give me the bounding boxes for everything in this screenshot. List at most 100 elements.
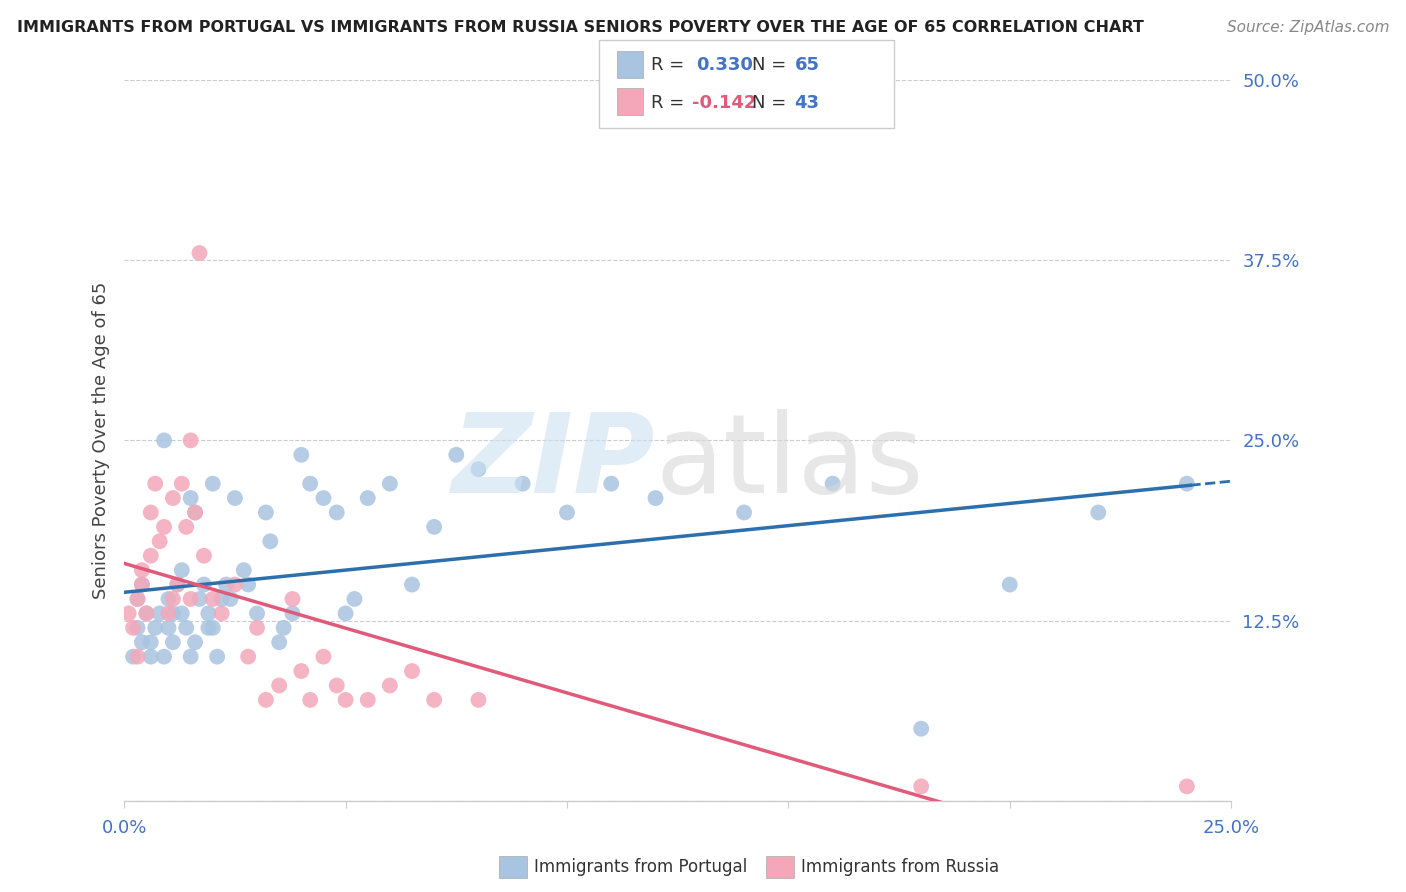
Point	[184, 506, 207, 520]
Point	[254, 693, 277, 707]
Point	[423, 520, 446, 534]
Point	[733, 506, 755, 520]
Point	[201, 476, 224, 491]
Point	[139, 635, 162, 649]
Text: ZIP: ZIP	[453, 409, 655, 516]
Point	[131, 635, 153, 649]
Point	[423, 693, 446, 707]
Point	[184, 635, 207, 649]
Point	[162, 491, 184, 505]
Point	[273, 621, 295, 635]
Point	[215, 577, 238, 591]
Point	[259, 534, 281, 549]
Point	[180, 491, 202, 505]
Point	[357, 491, 380, 505]
Point	[357, 693, 380, 707]
Point	[269, 635, 291, 649]
Text: N =: N =	[752, 94, 792, 112]
Text: R =: R =	[651, 94, 690, 112]
Point	[401, 664, 423, 678]
Point	[232, 563, 254, 577]
Point	[193, 549, 215, 563]
Point	[312, 649, 335, 664]
Text: 0.330: 0.330	[696, 56, 752, 74]
Point	[299, 476, 322, 491]
Point	[600, 476, 623, 491]
Point	[1175, 780, 1198, 794]
Point	[162, 635, 184, 649]
Text: 43: 43	[794, 94, 820, 112]
Point	[143, 621, 166, 635]
Point	[197, 607, 219, 621]
Point	[378, 678, 401, 692]
Text: 65: 65	[794, 56, 820, 74]
Point	[201, 621, 224, 635]
Point	[162, 607, 184, 621]
Point	[326, 506, 349, 520]
Point	[254, 506, 277, 520]
Point	[131, 577, 153, 591]
Point	[224, 491, 246, 505]
Point	[193, 577, 215, 591]
Point	[1175, 476, 1198, 491]
Point	[281, 607, 304, 621]
Point	[170, 476, 193, 491]
Point	[335, 607, 357, 621]
Point	[238, 649, 260, 664]
Text: -0.142: -0.142	[692, 94, 756, 112]
Point	[644, 491, 666, 505]
Text: Immigrants from Portugal: Immigrants from Portugal	[534, 858, 748, 876]
Text: atlas: atlas	[655, 409, 924, 516]
Point	[149, 534, 172, 549]
Point	[1087, 506, 1109, 520]
Point	[157, 607, 180, 621]
Point	[127, 649, 149, 664]
Point	[378, 476, 401, 491]
Point	[174, 520, 197, 534]
Point	[166, 577, 188, 591]
Point	[401, 577, 423, 591]
Point	[143, 476, 166, 491]
Point	[131, 577, 153, 591]
Point	[188, 591, 211, 606]
Point	[153, 649, 176, 664]
Point	[135, 607, 157, 621]
Point	[467, 693, 489, 707]
Point	[153, 520, 176, 534]
Point	[170, 607, 193, 621]
Point	[139, 549, 162, 563]
Point	[117, 607, 139, 621]
Point	[910, 722, 932, 736]
Point	[326, 678, 349, 692]
Point	[246, 607, 269, 621]
Text: Source: ZipAtlas.com: Source: ZipAtlas.com	[1226, 20, 1389, 35]
Point	[122, 649, 145, 664]
Point	[127, 591, 149, 606]
Point	[219, 591, 242, 606]
Point	[290, 448, 312, 462]
Point	[139, 506, 162, 520]
Point	[555, 506, 578, 520]
Point	[188, 246, 211, 260]
Point	[312, 491, 335, 505]
Point	[238, 577, 260, 591]
Point	[467, 462, 489, 476]
Point	[149, 607, 172, 621]
Point	[180, 649, 202, 664]
Point	[166, 577, 188, 591]
Point	[269, 678, 291, 692]
Point	[180, 591, 202, 606]
Text: R =: R =	[651, 56, 690, 74]
Point	[512, 476, 534, 491]
Point	[211, 607, 233, 621]
Point	[335, 693, 357, 707]
Point	[246, 621, 269, 635]
Text: Immigrants from Russia: Immigrants from Russia	[801, 858, 1000, 876]
Point	[162, 591, 184, 606]
Point	[197, 621, 219, 635]
Point	[170, 563, 193, 577]
Point	[139, 649, 162, 664]
Text: IMMIGRANTS FROM PORTUGAL VS IMMIGRANTS FROM RUSSIA SENIORS POVERTY OVER THE AGE : IMMIGRANTS FROM PORTUGAL VS IMMIGRANTS F…	[17, 20, 1143, 35]
Point	[184, 506, 207, 520]
Point	[174, 621, 197, 635]
